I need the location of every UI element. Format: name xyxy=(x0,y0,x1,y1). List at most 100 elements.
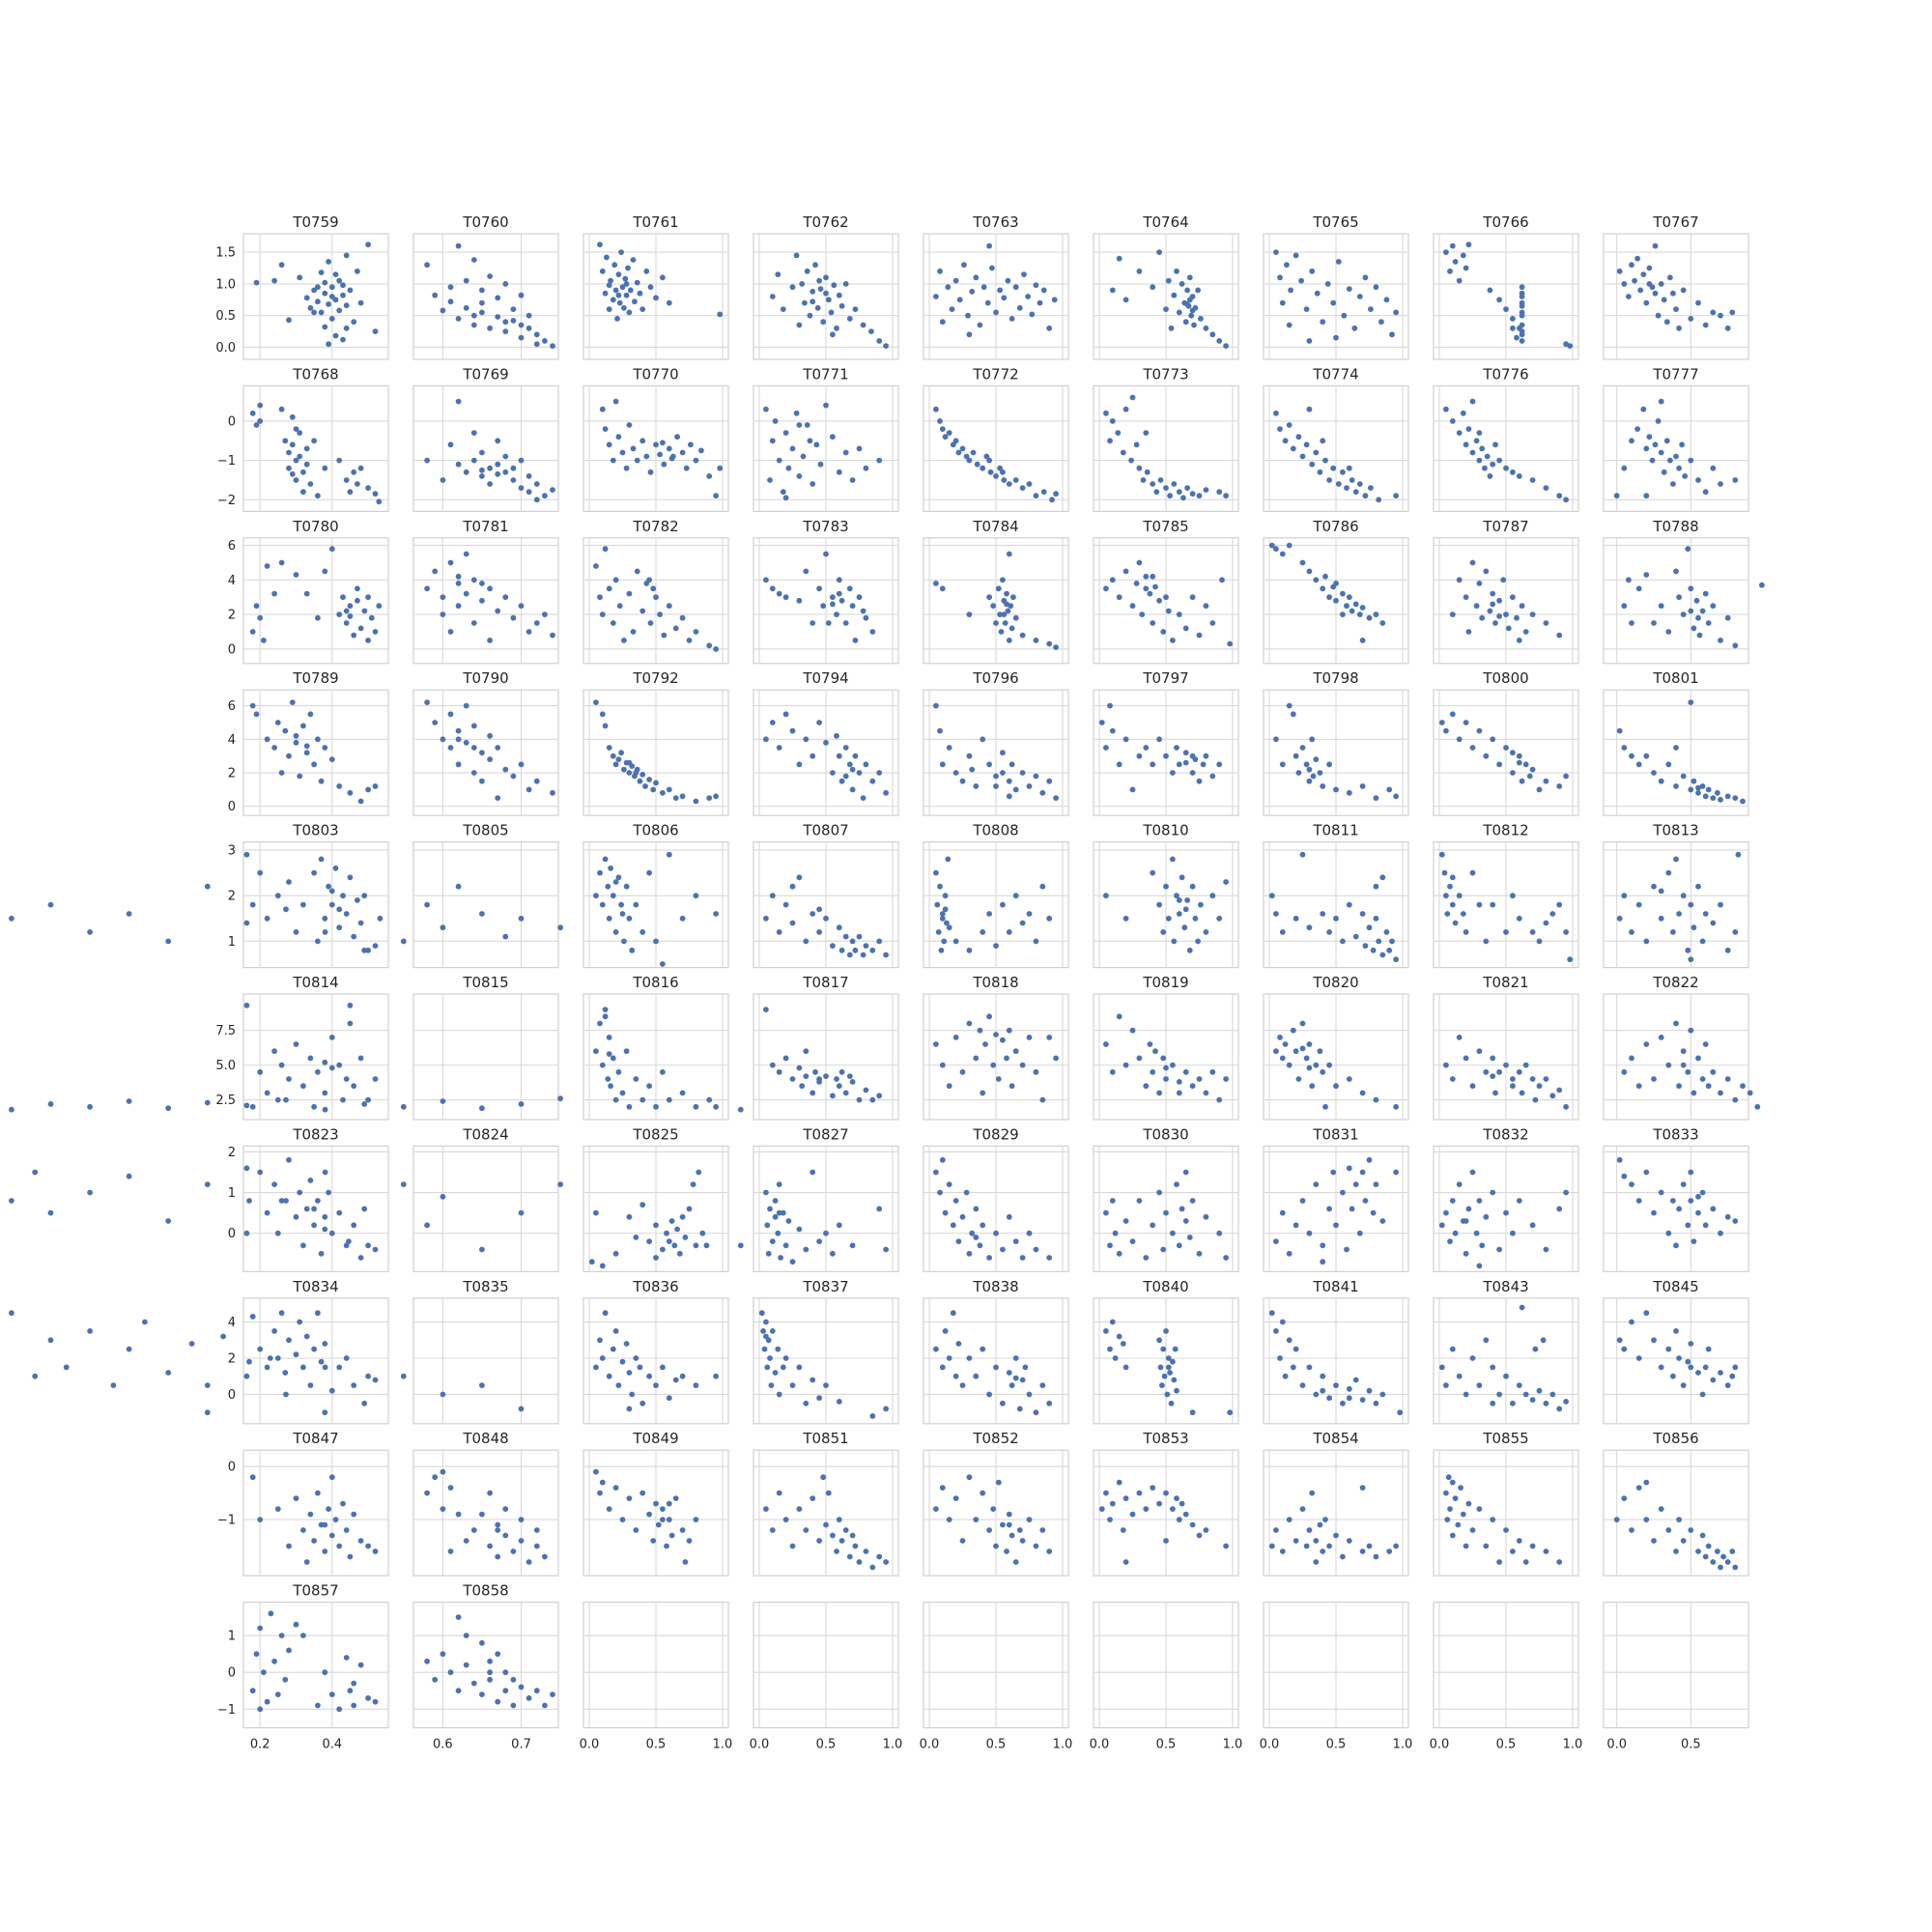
scatter-point xyxy=(612,1250,619,1257)
scatter-point xyxy=(952,1198,959,1204)
scatter-point xyxy=(1695,1055,1701,1062)
scatter-point xyxy=(1373,1096,1379,1103)
scatter-point xyxy=(1449,1532,1456,1539)
scatter-point xyxy=(647,284,654,291)
scatter-point xyxy=(1496,1246,1502,1253)
scatter-point xyxy=(823,915,829,922)
scatter-point xyxy=(1699,783,1706,789)
scatter-point xyxy=(1490,1189,1496,1196)
scatter-point xyxy=(286,317,292,324)
scatter-point xyxy=(1019,1255,1026,1261)
scatter-point xyxy=(646,1238,652,1244)
scatter-point xyxy=(1330,1169,1337,1176)
scatter-point xyxy=(593,699,599,705)
scatter-point xyxy=(361,947,368,953)
scatter-point xyxy=(1643,1169,1650,1176)
panel-title: T0785 xyxy=(1142,518,1188,535)
scatter-point xyxy=(286,1156,292,1163)
scatter-point xyxy=(803,1527,810,1533)
scatter-point xyxy=(626,309,633,316)
scatter-point xyxy=(1724,1559,1731,1565)
scatter-point xyxy=(479,750,485,756)
scatter-point xyxy=(842,281,849,287)
panel-title: T0776 xyxy=(1482,365,1528,383)
scatter-point xyxy=(1009,1083,1015,1090)
scatter-point xyxy=(282,1676,289,1683)
scatter-point xyxy=(1346,1385,1352,1392)
scatter-point xyxy=(615,756,622,762)
scatter-point xyxy=(1510,325,1516,331)
scatter-point xyxy=(502,319,509,326)
scatter-point xyxy=(264,1698,270,1705)
scatter-point xyxy=(1182,1169,1189,1176)
scatter-point xyxy=(834,325,839,331)
scatter-point xyxy=(1000,1037,1006,1043)
scatter-point xyxy=(939,1062,946,1068)
scatter-point xyxy=(1163,1209,1169,1216)
scatter-point xyxy=(357,798,364,805)
scatter-point xyxy=(1290,1364,1296,1371)
scatter-point xyxy=(293,1041,299,1047)
scatter-point xyxy=(776,1181,782,1187)
panel-title: T0833 xyxy=(1652,1125,1698,1143)
scatter-point xyxy=(763,1506,769,1512)
panel-title: T0777 xyxy=(1652,365,1698,383)
scatter-point xyxy=(1143,573,1150,580)
scatter-point xyxy=(1438,1222,1445,1229)
scatter-point xyxy=(368,614,375,621)
scatter-point xyxy=(261,638,267,643)
scatter-point xyxy=(1189,1083,1196,1090)
scatter-point xyxy=(518,1538,525,1544)
scatter-point xyxy=(9,1310,14,1317)
scatter-point xyxy=(328,888,335,895)
scatter-point xyxy=(340,1096,346,1103)
scatter-point xyxy=(271,1048,277,1055)
scatter-point xyxy=(626,915,633,922)
scatter-point xyxy=(626,770,633,776)
scatter-point xyxy=(1634,255,1640,262)
scatter-point xyxy=(440,1193,446,1200)
scatter-point xyxy=(1702,489,1709,496)
scatter-point xyxy=(1663,319,1670,326)
scatter-point xyxy=(1483,938,1490,945)
scatter-point xyxy=(1046,1548,1053,1554)
scatter-point xyxy=(1632,277,1637,284)
scatter-point xyxy=(933,1346,939,1352)
scatter-point xyxy=(856,770,863,776)
scatter-point xyxy=(810,1377,816,1383)
scatter-point xyxy=(626,1406,633,1412)
scatter-point xyxy=(1172,1346,1179,1352)
scatter-point xyxy=(1663,438,1670,444)
scatter-point xyxy=(780,1364,786,1371)
scatter-point xyxy=(343,1527,350,1533)
scatter-point xyxy=(796,1364,803,1371)
scatter-point xyxy=(347,287,354,294)
scatter-point xyxy=(343,302,350,309)
scatter-point xyxy=(1189,1409,1196,1416)
scatter-point xyxy=(470,770,477,776)
scatter-point xyxy=(1299,851,1306,858)
scatter-point xyxy=(326,301,331,307)
scatter-point xyxy=(1182,759,1189,766)
scatter-point xyxy=(1286,422,1293,428)
scatter-point xyxy=(1189,594,1196,601)
y-tick-label: 0.0 xyxy=(215,341,236,355)
scatter-point xyxy=(293,732,299,739)
scatter-point xyxy=(470,723,477,729)
scatter-point xyxy=(657,451,663,458)
scatter-point xyxy=(1163,1065,1169,1071)
x-tick-label: 0.2 xyxy=(250,1738,270,1752)
scatter-point xyxy=(937,268,943,274)
scatter-point xyxy=(447,298,454,305)
scatter-point xyxy=(1366,1156,1373,1163)
scatter-point xyxy=(1168,325,1175,331)
scatter-point xyxy=(1393,956,1399,963)
scatter-point xyxy=(1449,1346,1456,1352)
scatter-point xyxy=(615,1382,622,1388)
scatter-point xyxy=(495,295,501,301)
scatter-point xyxy=(479,911,485,917)
scatter-point xyxy=(1567,956,1574,963)
scatter-point xyxy=(646,1373,652,1379)
scatter-point xyxy=(487,1658,493,1664)
scatter-point xyxy=(303,1559,310,1565)
